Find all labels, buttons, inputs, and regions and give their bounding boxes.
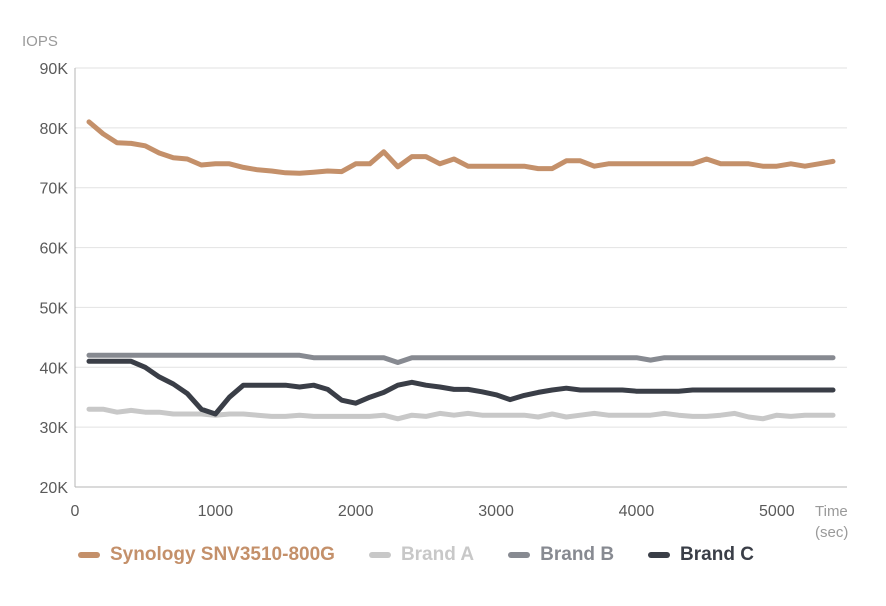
- series-line-3: [86, 358, 836, 417]
- y-tick-label: 20K: [40, 480, 69, 497]
- y-tick-label: 30K: [40, 420, 69, 437]
- x-tick-label: 4000: [619, 503, 655, 520]
- y-tick-label: 70K: [40, 181, 69, 198]
- y-tick-label: 40K: [40, 360, 69, 377]
- x-tick-labels: 0 1000 2000 3000 4000 5000: [71, 503, 795, 520]
- y-tick-label: 60K: [40, 241, 69, 258]
- legend-label-brand-c: Brand C: [680, 544, 754, 565]
- x-axis-unit: (sec): [815, 524, 848, 541]
- x-tick-label: 0: [71, 503, 80, 520]
- legend-item-brand-c: Brand C: [648, 544, 754, 566]
- series-line-2: [86, 352, 836, 365]
- x-tick-label: 1000: [198, 503, 234, 520]
- y-axis-label: IOPS: [22, 33, 58, 50]
- x-tick-label: 5000: [759, 503, 795, 520]
- legend-label-brand-b: Brand B: [540, 544, 615, 565]
- series-line-0: [86, 119, 836, 176]
- legend: Synology SNV3510-800G Brand A Brand B Br…: [78, 544, 754, 566]
- legend-swatch-synology: [78, 552, 100, 558]
- legend-swatch-brand-c: [648, 552, 671, 558]
- legend-label-brand-a: Brand A: [400, 544, 475, 565]
- legend-swatch-brand-a: [368, 552, 391, 558]
- x-axis-label: Time: [815, 503, 848, 520]
- series-lines: [86, 119, 836, 422]
- y-tick-label: 90K: [40, 61, 69, 78]
- y-tick-labels: 20K 30K 40K 50K 60K 70K 80K 90K: [40, 61, 69, 497]
- grid: [74, 67, 847, 488]
- x-tick-label: 2000: [338, 503, 374, 520]
- y-tick-label: 50K: [40, 300, 69, 317]
- legend-item-brand-a: Brand A: [368, 544, 475, 566]
- legend-label-synology: Synology SNV3510-800G: [110, 544, 335, 565]
- legend-item-brand-b: Brand B: [508, 544, 614, 566]
- legend-swatch-brand-b: [508, 552, 531, 558]
- y-tick-label: 80K: [40, 121, 69, 138]
- legend-item-synology: Synology SNV3510-800G: [78, 544, 335, 566]
- x-tick-label: 3000: [478, 503, 514, 520]
